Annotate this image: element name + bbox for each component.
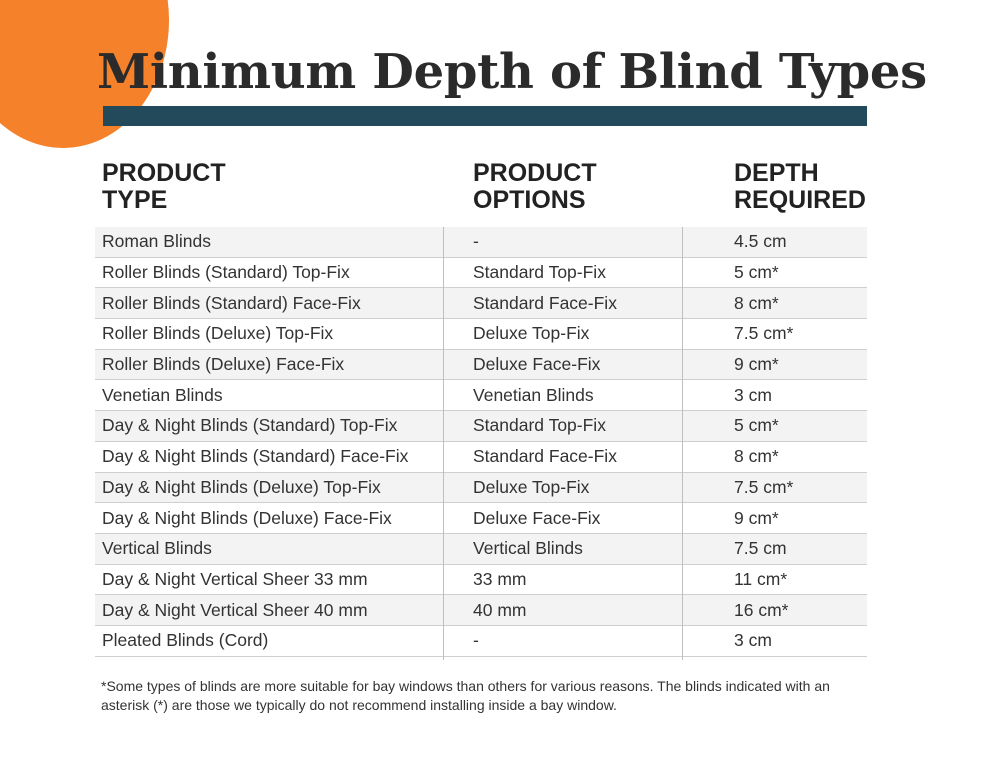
table-row: Day & Night Blinds (Standard) Face-Fix St… — [95, 442, 867, 473]
cell-product-option: Deluxe Face-Fix — [473, 354, 601, 375]
page-title: Minimum Depth of Blind Types — [97, 44, 927, 100]
footnote: *Some types of blinds are more suitable … — [101, 678, 830, 713]
table-row: Pleated Blinds (Cord) - 3 cm — [95, 626, 867, 657]
cell-product-type: Vertical Blinds — [102, 538, 212, 559]
cell-depth-required: 7.5 cm — [734, 538, 787, 559]
header-depth-required: DEPTH REQUIRED — [734, 159, 866, 214]
table-row: Roller Blinds (Deluxe) Face-Fix Deluxe Fa… — [95, 349, 867, 381]
cell-depth-required: 5 cm* — [734, 262, 779, 283]
table-row: Day & Night Blinds (Deluxe) Face-Fix Delu… — [95, 503, 867, 534]
header-product-options: PRODUCT OPTIONS — [473, 159, 597, 214]
cell-depth-required: 8 cm* — [734, 292, 779, 313]
cell-product-option: - — [473, 630, 479, 651]
table-row: Roller Blinds (Standard) Face-Fix Standar… — [95, 288, 867, 320]
cell-product-type: Day & Night Vertical Sheer 33 mm — [102, 568, 368, 589]
cell-product-option: 33 mm — [473, 568, 527, 589]
cell-product-option: Venetian Blinds — [473, 384, 594, 405]
cell-product-type: Day & Night Blinds (Standard) Top-Fix — [102, 415, 398, 436]
header-product-type: PRODUCT TYPE — [102, 159, 226, 214]
cell-product-option: Standard Top-Fix — [473, 262, 606, 283]
cell-depth-required: 4.5 cm — [734, 231, 787, 252]
cell-depth-required: 7.5 cm* — [734, 323, 794, 344]
table-row: Vertical Blinds Vertical Blinds 7.5 cm — [95, 533, 867, 565]
cell-depth-required: 11 cm* — [734, 568, 788, 589]
cell-product-type: Pleated Blinds (Cord) — [102, 630, 269, 651]
cell-product-type: Day & Night Blinds (Deluxe) Top-Fix — [102, 476, 381, 497]
cell-depth-required: 3 cm — [734, 630, 772, 651]
cell-depth-required: 8 cm* — [734, 446, 779, 467]
cell-depth-required: 9 cm* — [734, 354, 779, 375]
table-header: PRODUCT TYPE PRODUCT OPTIONS DEPTH REQUI… — [0, 160, 1004, 220]
cell-product-option: Standard Face-Fix — [473, 446, 617, 467]
cell-product-option: Deluxe Top-Fix — [473, 476, 590, 497]
cell-depth-required: 3 cm — [734, 384, 772, 405]
cell-product-option: Standard Top-Fix — [473, 415, 606, 436]
column-divider — [443, 227, 444, 660]
cell-product-option: 40 mm — [473, 599, 527, 620]
cell-product-type: Roller Blinds (Standard) Face-Fix — [102, 292, 361, 313]
cell-depth-required: 9 cm* — [734, 507, 779, 528]
table-row: Day & Night Blinds (Deluxe) Top-Fix Delux… — [95, 472, 867, 504]
cell-product-option: Vertical Blinds — [473, 538, 583, 559]
cell-product-type: Roman Blinds — [102, 231, 211, 252]
cell-product-type: Roller Blinds (Standard) Top-Fix — [102, 262, 350, 283]
table-row: Venetian Blinds Venetian Blinds 3 cm — [95, 380, 867, 412]
cell-product-option: Standard Face-Fix — [473, 292, 617, 313]
title-underline-bar — [103, 106, 867, 126]
cell-product-type: Day & Night Blinds (Standard) Face-Fix — [102, 446, 409, 467]
table-row: Day & Night Vertical Sheer 40 mm 40 mm 16 … — [95, 595, 867, 626]
cell-product-option: - — [473, 231, 479, 252]
cell-depth-required: 5 cm* — [734, 415, 779, 436]
table-row: Day & Night Vertical Sheer 33 mm 33 mm 11 … — [95, 565, 867, 596]
cell-depth-required: 16 cm* — [734, 599, 789, 620]
table-row: Roller Blinds (Standard) Top-Fix Standard… — [95, 258, 867, 289]
depth-table: Roman Blinds - 4.5 cm Roller Blinds (Standa… — [95, 227, 867, 657]
table-row: Roman Blinds - 4.5 cm — [95, 227, 867, 258]
table-row: Day & Night Blinds (Standard) Top-Fix Sta… — [95, 411, 867, 442]
cell-product-option: Deluxe Top-Fix — [473, 323, 590, 344]
cell-product-type: Roller Blinds (Deluxe) Top-Fix — [102, 323, 334, 344]
column-divider — [682, 227, 683, 660]
cell-product-type: Roller Blinds (Deluxe) Face-Fix — [102, 354, 345, 375]
cell-product-option: Deluxe Face-Fix — [473, 507, 601, 528]
table-row: Roller Blinds (Deluxe) Top-Fix Deluxe Top… — [95, 319, 867, 350]
cell-depth-required: 7.5 cm* — [734, 476, 794, 497]
cell-product-type: Venetian Blinds — [102, 384, 223, 405]
cell-product-type: Day & Night Blinds (Deluxe) Face-Fix — [102, 507, 392, 528]
cell-product-type: Day & Night Vertical Sheer 40 mm — [102, 599, 368, 620]
